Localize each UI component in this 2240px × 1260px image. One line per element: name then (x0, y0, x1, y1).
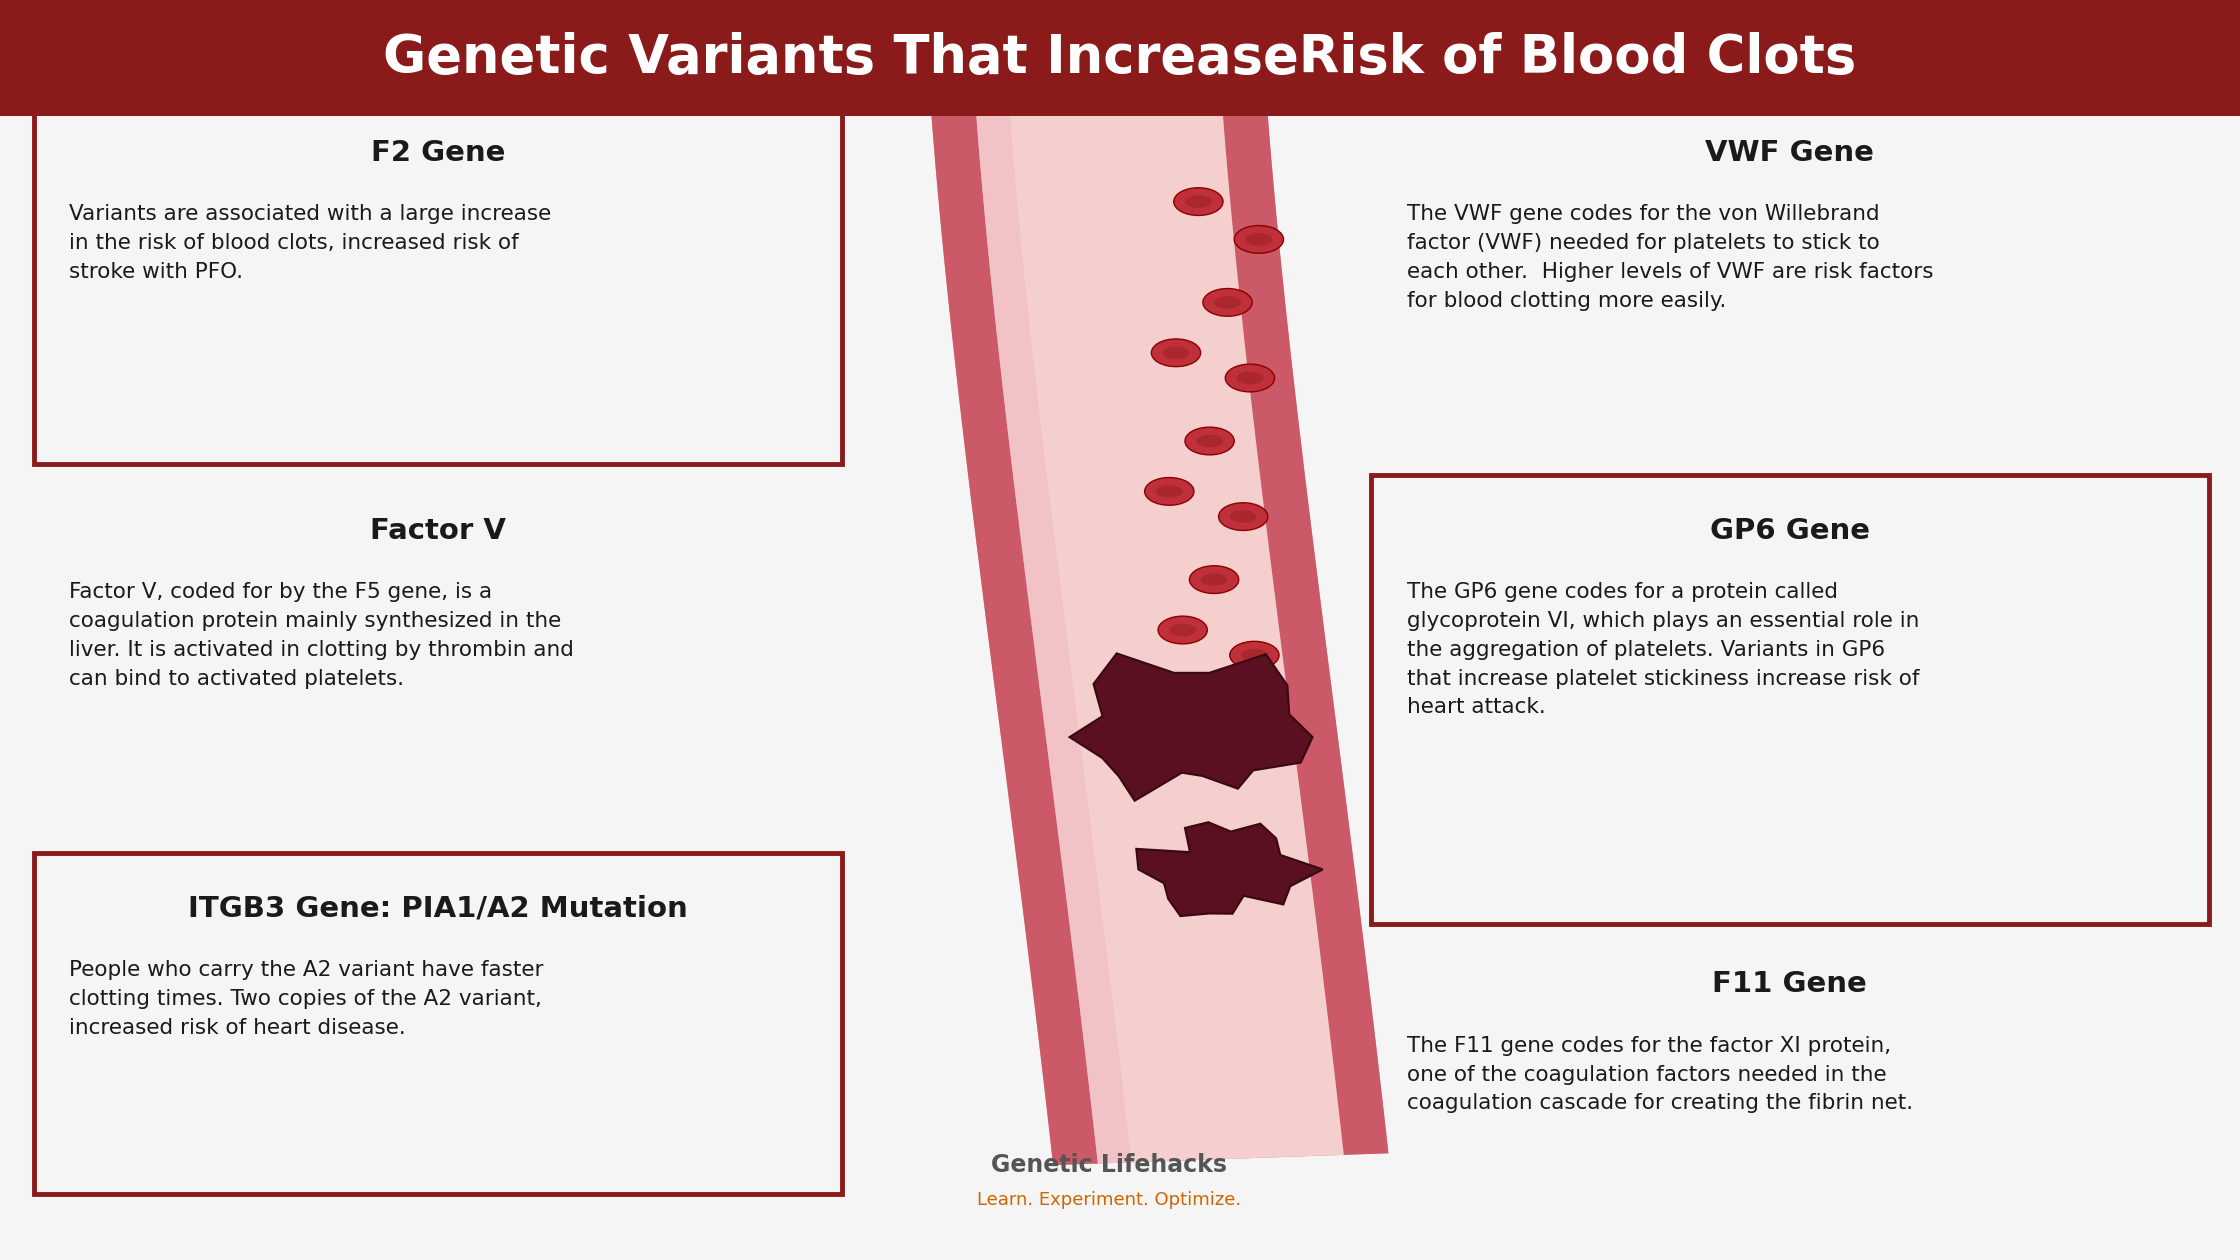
Ellipse shape (1214, 296, 1241, 309)
Polygon shape (1068, 654, 1313, 801)
Ellipse shape (1151, 339, 1201, 367)
Ellipse shape (1156, 485, 1183, 498)
Text: ITGB3 Gene: PIA1/A2 Mutation: ITGB3 Gene: PIA1/A2 Mutation (188, 895, 688, 922)
Ellipse shape (1158, 616, 1207, 644)
FancyBboxPatch shape (34, 853, 842, 1194)
Text: The F11 gene codes for the factor XI protein,
one of the coagulation factors nee: The F11 gene codes for the factor XI pro… (1407, 1036, 1913, 1114)
Ellipse shape (1163, 346, 1189, 359)
Ellipse shape (1230, 510, 1257, 523)
Text: VWF Gene: VWF Gene (1705, 139, 1875, 166)
FancyBboxPatch shape (0, 0, 2240, 116)
Ellipse shape (1169, 624, 1196, 636)
Ellipse shape (1196, 435, 1223, 447)
Ellipse shape (1225, 364, 1275, 392)
Polygon shape (930, 84, 1389, 1166)
FancyBboxPatch shape (34, 97, 842, 464)
Ellipse shape (1189, 566, 1239, 593)
Text: People who carry the A2 variant have faster
clotting times. Two copies of the A2: People who carry the A2 variant have fas… (69, 960, 544, 1038)
Polygon shape (974, 86, 1344, 1163)
Polygon shape (1221, 84, 1389, 1155)
Ellipse shape (1245, 233, 1272, 246)
Polygon shape (1136, 823, 1324, 916)
Ellipse shape (1145, 478, 1194, 505)
Ellipse shape (1201, 573, 1228, 586)
Ellipse shape (1236, 372, 1263, 384)
Ellipse shape (1234, 226, 1284, 253)
Ellipse shape (1219, 503, 1268, 530)
Text: Genetic Variants That IncreaseRisk of Blood Clots: Genetic Variants That IncreaseRisk of Bl… (383, 32, 1857, 84)
Text: The VWF gene codes for the von Willebrand
factor (VWF) needed for platelets to s: The VWF gene codes for the von Willebran… (1407, 204, 1933, 310)
Text: Factor V, coded for by the F5 gene, is a
coagulation protein mainly synthesized : Factor V, coded for by the F5 gene, is a… (69, 582, 573, 688)
Ellipse shape (1174, 188, 1223, 215)
Text: Genetic Lifehacks: Genetic Lifehacks (990, 1153, 1228, 1178)
Text: Learn. Experiment. Optimize.: Learn. Experiment. Optimize. (977, 1191, 1241, 1208)
FancyBboxPatch shape (1371, 475, 2209, 924)
Ellipse shape (1185, 427, 1234, 455)
Ellipse shape (1203, 289, 1252, 316)
Polygon shape (974, 91, 1131, 1163)
Text: GP6 Gene: GP6 Gene (1709, 517, 1870, 544)
Ellipse shape (1241, 649, 1268, 662)
Text: F2 Gene: F2 Gene (372, 139, 504, 166)
Text: The GP6 gene codes for a protein called
glycoprotein VI, which plays an essentia: The GP6 gene codes for a protein called … (1407, 582, 1920, 717)
Polygon shape (930, 91, 1098, 1166)
Ellipse shape (1185, 195, 1212, 208)
Ellipse shape (1230, 641, 1279, 669)
Text: F11 Gene: F11 Gene (1711, 970, 1868, 998)
Text: Variants are associated with a large increase
in the risk of blood clots, increa: Variants are associated with a large inc… (69, 204, 551, 282)
Text: Factor V: Factor V (370, 517, 506, 544)
